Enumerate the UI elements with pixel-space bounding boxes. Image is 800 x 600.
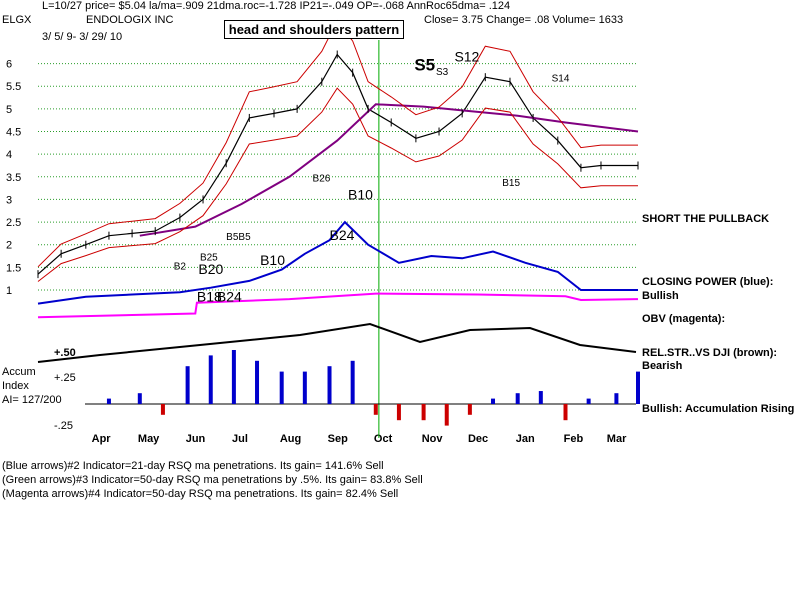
y-tick-label: 3.5 [6, 172, 21, 184]
accum-bar [586, 398, 591, 404]
series-line-closing-power [37, 220, 638, 305]
accum-bar [491, 398, 496, 404]
accum-bar [396, 404, 401, 421]
accum-bar [231, 350, 236, 404]
footer-green-arrows: (Green arrows)#3 Indicator=50-day RSQ ma… [2, 474, 423, 486]
signal-label: B15 [502, 178, 520, 189]
accum-level-high: +.50 [54, 347, 76, 359]
accum-bar [467, 404, 472, 415]
accum-bar [302, 371, 307, 404]
accum-level-mid: +.25 [54, 372, 76, 384]
accum-bar [538, 391, 543, 404]
signal-label: S14 [552, 74, 570, 85]
x-tick-label: Jan [516, 433, 535, 445]
signal-label: B10 [348, 186, 373, 202]
signal-label: B24 [217, 288, 242, 304]
series-line-obv [37, 292, 639, 319]
signal-label: S12 [454, 48, 479, 64]
relstr-state: Bearish [642, 360, 683, 372]
signal-label: B10 [260, 252, 285, 268]
company-name: ENDOLOGIX INC [86, 14, 174, 26]
accum-bar [208, 355, 213, 404]
series-line-relstr [37, 322, 637, 363]
x-tick-label: May [138, 433, 160, 445]
y-tick-label: 5.5 [6, 81, 21, 93]
accum-level-low: -.25 [54, 420, 73, 432]
closing-power-state: Bullish [642, 290, 679, 302]
y-tick-label: 5 [6, 104, 12, 116]
accum-bar [160, 404, 165, 415]
signal-label: B25 [200, 253, 218, 264]
accum-bar [327, 366, 332, 404]
accum-bar [373, 404, 378, 415]
y-tick-label: 3 [6, 194, 12, 206]
signal-label: B5B5 [226, 232, 251, 243]
accum-title: Accum [2, 366, 36, 378]
x-tick-label: Oct [374, 433, 393, 445]
accum-value: AI= 127/200 [2, 394, 62, 406]
accum-bar [515, 393, 520, 404]
accum-bar [255, 360, 260, 404]
series-line-50-dma [139, 103, 639, 237]
closing-power-label: CLOSING POWER (blue): [642, 276, 774, 288]
y-tick-label: 1 [6, 285, 12, 297]
x-tick-label: Sep [328, 433, 348, 445]
accum-bar [563, 404, 568, 421]
accum-bar [614, 393, 619, 404]
signal-label: S5 [414, 55, 435, 74]
obv-label: OBV (magenta): [642, 313, 726, 325]
symbol: ELGX [2, 14, 32, 26]
y-tick-label: 2.5 [6, 217, 21, 229]
y-tick-label: 2 [6, 240, 12, 252]
x-tick-label: Mar [607, 433, 627, 445]
y-tick-label: 6 [6, 59, 12, 71]
signal-label: B24 [330, 227, 355, 243]
accum-bar [636, 371, 640, 404]
x-tick-label: Jun [186, 433, 206, 445]
y-tick-label: 1.5 [6, 262, 21, 274]
x-tick-label: Feb [564, 433, 584, 445]
accum-bar [421, 404, 426, 421]
y-tick-label: 4.5 [6, 127, 21, 139]
x-tick-label: Jul [232, 433, 248, 445]
accum-bar [279, 371, 284, 404]
quote-line: Close= 3.75 Change= .08 Volume= 1633 [424, 14, 624, 26]
short-pullback-label: SHORT THE PULLBACK [642, 213, 770, 225]
accum-bar [444, 404, 449, 426]
footer-magenta-arrows: (Magenta arrows)#4 Indicator=50-day RSQ … [2, 488, 399, 500]
relstr-label: REL.STR..VS DJI (brown): [642, 347, 778, 359]
x-tick-label: Dec [468, 433, 488, 445]
x-tick-label: Apr [92, 433, 112, 445]
accum-bar [185, 366, 190, 404]
signal-label: B26 [313, 173, 331, 184]
signal-label: B2 [174, 262, 187, 273]
signal-label: B20 [198, 261, 223, 277]
accum-title-2: Index [2, 380, 29, 392]
x-tick-label: Aug [280, 433, 301, 445]
date-range: 3/ 5/ 9- 3/ 29/ 10 [42, 31, 123, 43]
accum-bar [350, 360, 355, 404]
accum-bar [137, 393, 142, 404]
accum-state-label: Bullish: Accumulation Rising [642, 403, 795, 415]
header-stats: L=10/27 price= $5.04 la/ma=.909 21dma.ro… [42, 0, 511, 12]
x-tick-label: Nov [422, 433, 444, 445]
lower-band [37, 87, 638, 282]
signal-label: S3 [436, 67, 449, 78]
y-tick-label: 4 [6, 149, 12, 161]
signal-label: B18 [197, 288, 222, 304]
pattern-label: head and shoulders pattern [224, 20, 404, 39]
accum-bar [106, 398, 111, 404]
footer-blue-arrows: (Blue arrows)#2 Indicator=21-day RSQ ma … [2, 460, 384, 472]
